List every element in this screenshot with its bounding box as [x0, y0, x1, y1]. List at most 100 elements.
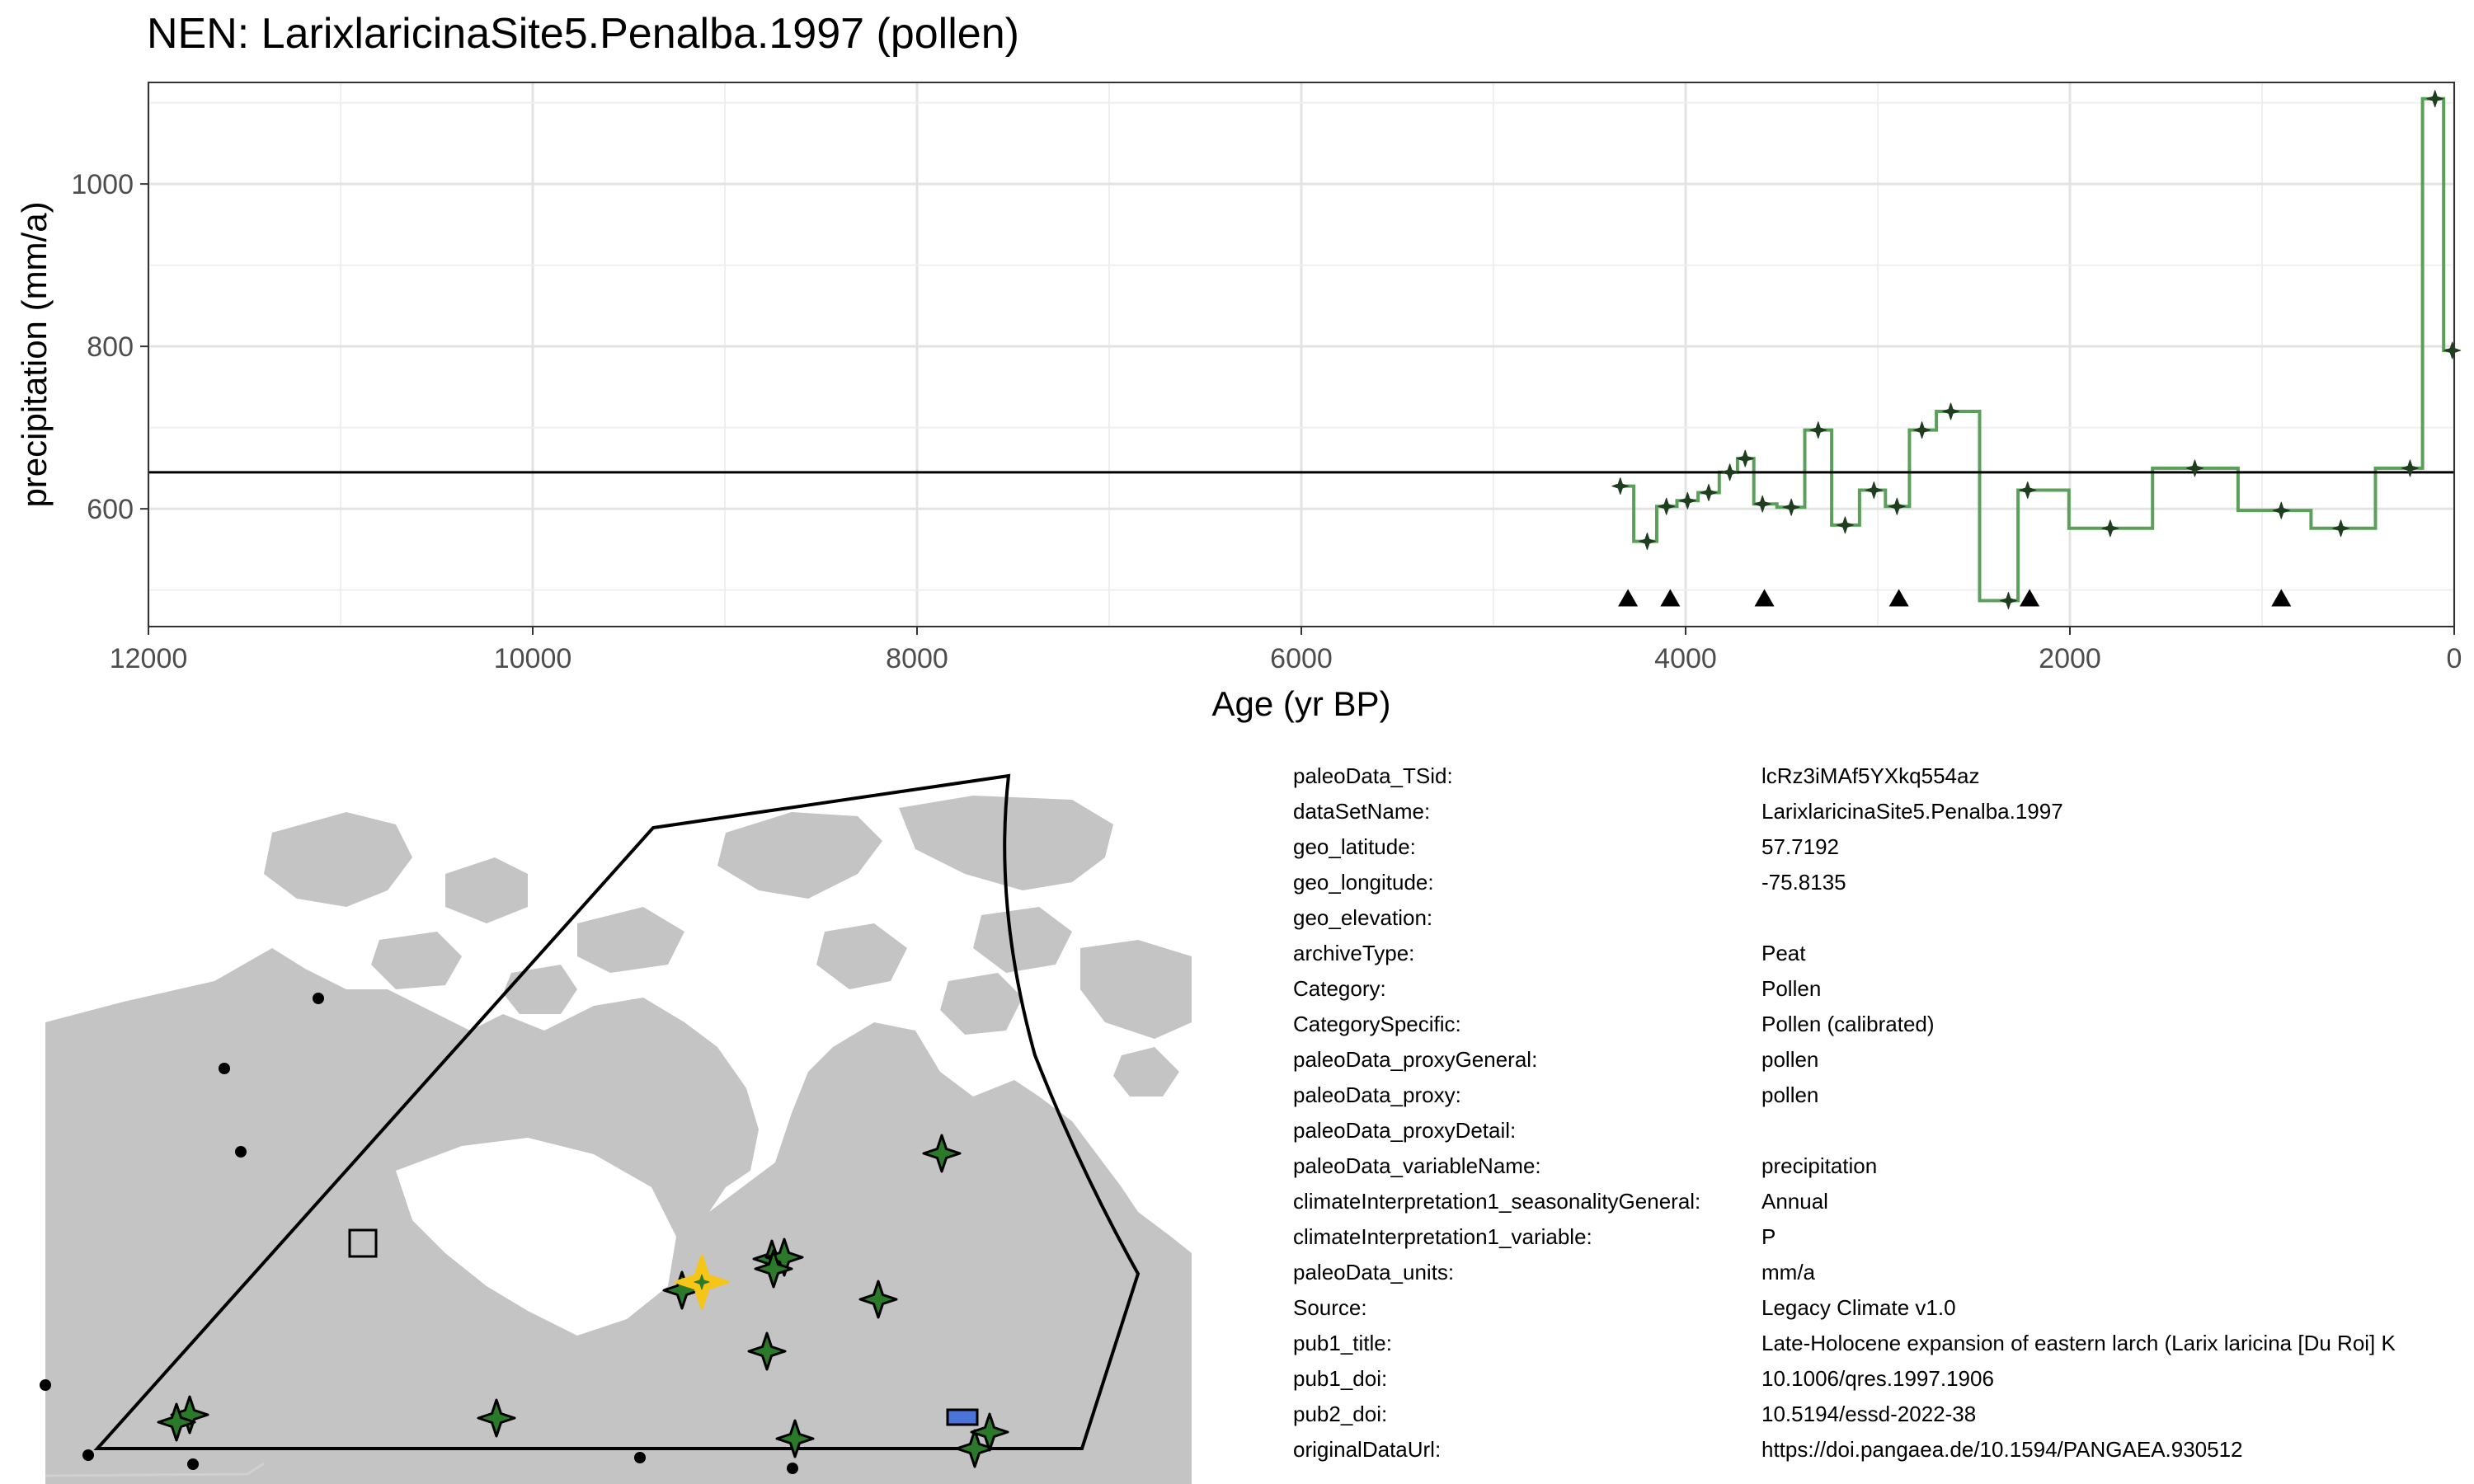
- metadata-key: pub2_doi:: [1293, 1402, 1388, 1426]
- metadata-row: dataSetName: LarixlaricinaSite5.Penalba.1…: [1293, 794, 2474, 829]
- metadata-value: Annual: [1761, 1189, 1828, 1214]
- metadata-row: pub1_title: Late-Holocene expansion of ea…: [1293, 1326, 2474, 1360]
- data-point: [1999, 591, 2017, 609]
- triangle-marker: [2020, 589, 2040, 607]
- data-point: [1721, 463, 1739, 481]
- x-tick-label: 2000: [2039, 643, 2101, 674]
- other-site-dot: [40, 1379, 51, 1391]
- metadata-row: Category: Pollen: [1293, 971, 2474, 1006]
- metadata-value: lcRz3iMAf5YXkq554az: [1761, 763, 1980, 788]
- data-points: [1611, 90, 2462, 609]
- metadata-row: geo_latitude: 57.7192: [1293, 829, 2474, 864]
- y-axis-label: precipitation (mm/a): [15, 201, 54, 507]
- landmass-island-2: [445, 857, 528, 923]
- metadata-value: Peat: [1761, 941, 1806, 965]
- region-sites: [157, 1134, 1009, 1468]
- metadata-value: Pollen (calibrated): [1761, 1012, 1935, 1036]
- grid-lines: [147, 82, 2456, 627]
- region-site-marker: [970, 1412, 1009, 1452]
- bay-water: [396, 1138, 676, 1336]
- metadata-key: paleoData_TSid:: [1293, 763, 1453, 788]
- x-axis-label: Age (yr BP): [1211, 684, 1390, 723]
- site-rect-marker: [946, 1408, 979, 1426]
- data-point: [1678, 491, 1696, 510]
- data-point: [2019, 481, 2037, 500]
- data-point: [1888, 497, 1906, 515]
- data-point: [1913, 421, 1931, 439]
- metadata-value: mm/a: [1761, 1260, 1815, 1284]
- metadata-key: geo_longitude:: [1293, 870, 1434, 895]
- metadata-row: Source: Legacy Climate v1.0: [1293, 1290, 2474, 1325]
- region-site-marker: [170, 1395, 209, 1435]
- landmass-island-12: [1113, 1047, 1179, 1097]
- x-tick-label: 0: [2447, 643, 2462, 674]
- metadata-row: paleoData_units: mm/a: [1293, 1255, 2474, 1289]
- y-tick-label: 1000: [71, 169, 134, 200]
- site-square-marker: [348, 1228, 378, 1258]
- target-site-center: [694, 1274, 710, 1290]
- series-step-path: [1620, 96, 2453, 603]
- other-site-dot: [634, 1452, 646, 1463]
- region-site-marker: [922, 1134, 962, 1173]
- other-site-dot: [787, 1463, 798, 1474]
- age-control-markers: [1618, 589, 2292, 607]
- data-point: [1782, 498, 1800, 516]
- region-site-marker: [858, 1280, 898, 1319]
- metadata-row: climateInterpretation1_seasonalityGenera…: [1293, 1184, 2474, 1219]
- y-tick-label: 600: [87, 494, 134, 525]
- site-map: [40, 763, 1192, 1484]
- coastline-inlet: [45, 1462, 265, 1477]
- landmass-island-13: [651, 1064, 709, 1113]
- metadata-key: CategorySpecific:: [1293, 1012, 1461, 1036]
- region-site-marker: [747, 1331, 787, 1371]
- other-site-dot: [235, 1146, 247, 1158]
- metadata-value: P: [1761, 1224, 1776, 1249]
- landmass-island-7: [1080, 940, 1192, 1039]
- metadata-value: pollen: [1761, 1047, 1819, 1072]
- metadata-value: 10.1006/qres.1997.1906: [1761, 1366, 1994, 1391]
- data-point: [1865, 481, 1883, 500]
- data-point: [1809, 421, 1827, 439]
- region-site-marker: [955, 1429, 995, 1468]
- data-point: [2426, 90, 2444, 108]
- triangle-marker: [1754, 589, 1775, 607]
- metadata-value: precipitation: [1761, 1153, 1878, 1178]
- landmass-island-10: [371, 932, 462, 989]
- data-point: [1942, 402, 1960, 420]
- data-point: [2401, 459, 2419, 477]
- triangle-marker: [2271, 589, 2292, 607]
- data-point: [2101, 519, 2119, 538]
- triangle-marker: [1888, 589, 1909, 607]
- metadata-value: Legacy Climate v1.0: [1761, 1295, 1956, 1320]
- metadata-key: paleoData_proxyGeneral:: [1293, 1047, 1538, 1072]
- data-point: [1700, 483, 1718, 501]
- region-site-marker: [775, 1419, 815, 1458]
- metadata-row: pub2_doi: 10.5194/essd-2022-38: [1293, 1397, 2474, 1431]
- other-site-dot: [219, 1063, 230, 1074]
- metadata-key: geo_elevation:: [1293, 905, 1433, 930]
- other-site-dot: [313, 993, 324, 1004]
- x-tick-label: 4000: [1654, 643, 1717, 674]
- triangle-marker: [1660, 589, 1681, 607]
- y-axis-ticks: 600 800 1000: [71, 169, 148, 525]
- metadata-row: geo_elevation:: [1293, 900, 2474, 935]
- series-line: [1620, 96, 2453, 603]
- landmass-island-9: [940, 973, 1023, 1035]
- metadata-key: climateInterpretation1_variable:: [1293, 1224, 1592, 1249]
- metadata-key: dataSetName:: [1293, 799, 1431, 824]
- metadata-row: paleoData_variableName: precipitation: [1293, 1148, 2474, 1183]
- chart-title: NEN: LarixlaricinaSite5.Penalba.1997 (po…: [147, 10, 1019, 58]
- metadata-row: paleoData_proxyDetail:: [1293, 1113, 2474, 1148]
- metadata-key: pub1_doi:: [1293, 1366, 1388, 1391]
- metadata-row: pub1_doi: 10.1006/qres.1997.1906: [1293, 1361, 2474, 1396]
- x-tick-label: 12000: [110, 643, 188, 674]
- metadata-value: https://doi.pangaea.de/10.1594/PANGAEA.9…: [1761, 1437, 2243, 1462]
- data-point: [2443, 341, 2462, 359]
- landmass-island-3: [577, 907, 684, 973]
- x-axis-ticks: 12000 10000 8000 6000 4000 2000 0: [110, 627, 2462, 674]
- metadata-row: CategorySpecific: Pollen (calibrated): [1293, 1007, 2474, 1041]
- metadata-key: paleoData_proxy:: [1293, 1082, 1461, 1107]
- metadata-value: -75.8135: [1761, 870, 1846, 895]
- data-point: [1836, 516, 1854, 534]
- x-tick-label: 10000: [494, 643, 572, 674]
